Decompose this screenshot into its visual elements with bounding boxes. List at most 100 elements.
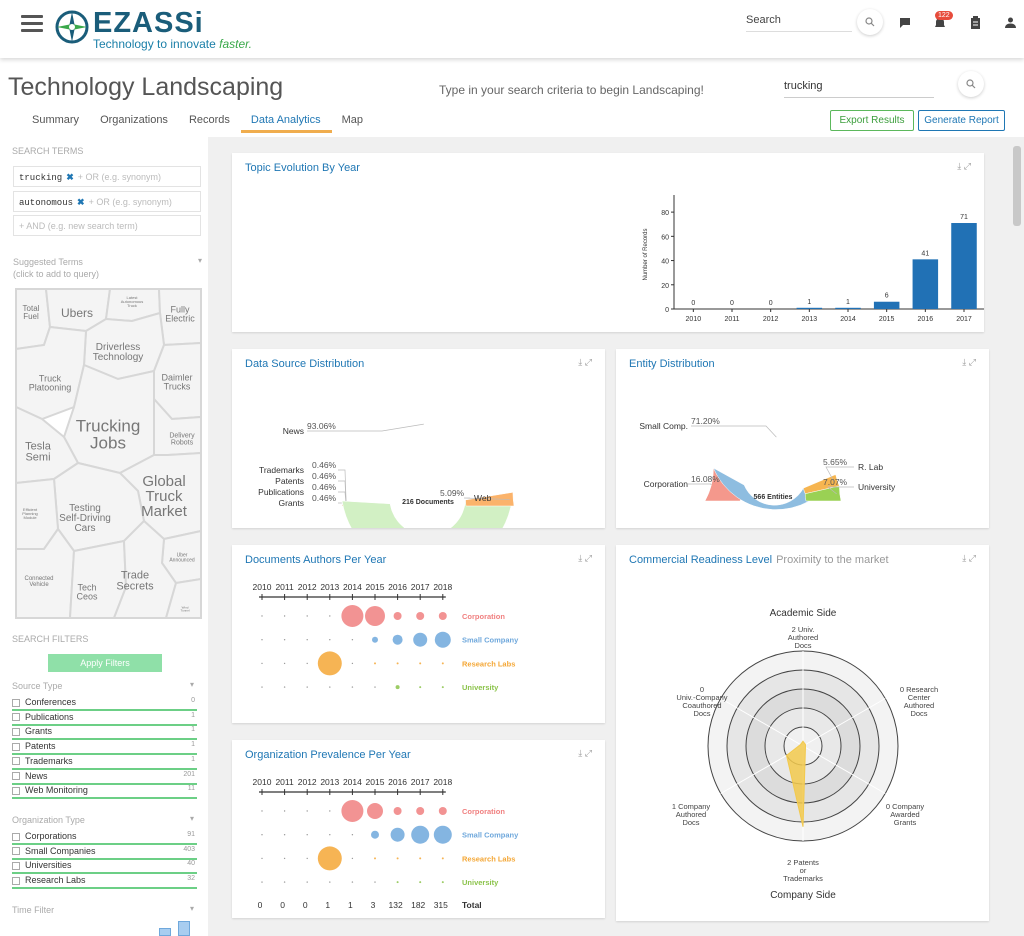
download-icon[interactable]: ⤓ (957, 161, 962, 171)
suggested-term-label[interactable]: Trade Secrets (116, 570, 154, 593)
filter-row[interactable]: Patents 1 (12, 741, 197, 756)
user-icon[interactable] (1005, 17, 1016, 28)
bubble[interactable] (396, 881, 399, 884)
suggested-term-label[interactable]: Daimler Trucks (161, 373, 192, 392)
suggested-term-label[interactable]: Trucking Jobs (76, 417, 141, 453)
filter-row[interactable]: Corporations 91 (12, 831, 197, 845)
bar[interactable] (873, 301, 900, 309)
bubble[interactable] (396, 857, 399, 860)
bubble[interactable] (392, 634, 403, 645)
suggested-term-label[interactable]: Delivery Robots (169, 433, 195, 447)
suggested-term-label[interactable]: Fully Electric (165, 305, 195, 324)
download-icon[interactable]: ⤓ (578, 357, 583, 367)
bar[interactable] (796, 307, 823, 309)
tab-records[interactable]: Records (188, 114, 230, 126)
bubble[interactable] (411, 825, 430, 844)
bar[interactable] (912, 259, 939, 309)
bubble[interactable] (393, 807, 402, 815)
chevron-down-icon[interactable]: ▾ (190, 814, 195, 823)
checkbox[interactable] (12, 876, 20, 885)
checkbox[interactable] (12, 832, 20, 841)
checkbox[interactable] (12, 742, 20, 751)
checkbox[interactable] (12, 757, 20, 766)
clipboard-icon[interactable] (970, 16, 981, 29)
export-results-button[interactable]: Export Results (830, 110, 914, 131)
landscape-search-button[interactable] (958, 71, 984, 97)
tab-data-analytics[interactable]: Data Analytics (240, 114, 332, 133)
time-filter-bar[interactable] (159, 928, 171, 936)
suggested-term-label[interactable]: Driverless Technology (93, 342, 144, 363)
bubble[interactable] (317, 846, 342, 871)
bubble[interactable] (395, 685, 400, 690)
chevron-down-icon[interactable]: ▾ (198, 256, 203, 265)
expand-icon[interactable]: ⤢ (584, 553, 592, 563)
filter-row[interactable]: Universities 40 (12, 860, 197, 875)
suggested-term-label[interactable]: Ubers (61, 306, 93, 320)
filter-row[interactable]: Conferences 0 (12, 697, 197, 711)
or-synonym-input[interactable]: + OR (e.g. synonym) (88, 197, 172, 207)
suggested-term-label[interactable]: Latest Autonomous Truck (121, 295, 143, 308)
search-button[interactable] (857, 9, 883, 35)
checkbox[interactable] (12, 728, 20, 737)
suggested-term-cell[interactable] (164, 577, 202, 619)
landscape-query-input[interactable]: trucking (784, 78, 934, 98)
bubble[interactable] (365, 606, 385, 626)
suggested-term-label[interactable]: Truck Platooning (29, 374, 72, 393)
bubble[interactable] (419, 662, 422, 665)
bar[interactable] (835, 307, 861, 309)
expand-icon[interactable]: ⤢ (963, 161, 971, 171)
and-term-input[interactable]: + AND (e.g. new search term) (13, 215, 201, 236)
bubble[interactable] (396, 662, 399, 665)
filter-row[interactable]: Small Companies 403 (12, 846, 197, 860)
expand-icon[interactable]: ⤢ (968, 553, 976, 563)
generate-report-button[interactable]: Generate Report (918, 110, 1005, 131)
bubble[interactable] (413, 632, 428, 647)
checkbox[interactable] (12, 862, 20, 871)
or-synonym-input[interactable]: + OR (e.g. synonym) (77, 172, 162, 182)
bubble[interactable] (393, 612, 402, 620)
menu-icon[interactable] (21, 15, 43, 33)
expand-icon[interactable]: ⤢ (584, 357, 592, 367)
tab-map[interactable]: Map (341, 114, 364, 126)
suggested-term-label[interactable]: Connected Vehicle (24, 576, 53, 588)
expand-icon[interactable]: ⤢ (584, 748, 592, 758)
remove-term-icon[interactable]: ✖ (77, 197, 85, 207)
checkbox[interactable] (12, 772, 20, 781)
filter-row[interactable]: Grants 1 (12, 726, 197, 741)
bubble[interactable] (441, 686, 444, 689)
checkbox[interactable] (12, 713, 20, 722)
chevron-down-icon[interactable]: ▾ (190, 680, 195, 689)
suggested-term-label[interactable]: Wind Tunnel (180, 606, 189, 613)
search-term-row[interactable]: trucking ✖ + OR (e.g. synonym) (13, 166, 201, 187)
bar[interactable] (951, 223, 977, 309)
bubble[interactable] (433, 825, 452, 844)
bubble[interactable] (317, 651, 342, 676)
bubble[interactable] (434, 631, 451, 648)
filter-row[interactable]: Research Labs 32 (12, 875, 197, 890)
tab-summary[interactable]: Summary (32, 114, 80, 126)
search-term-row[interactable]: autonomous ✖ + OR (e.g. synonym) (13, 191, 201, 212)
checkbox[interactable] (12, 786, 20, 795)
tab-organizations[interactable]: Organizations (100, 114, 168, 126)
pie-slice[interactable] (804, 485, 842, 502)
time-filter-bar[interactable] (178, 921, 190, 936)
bubble[interactable] (416, 612, 425, 620)
suggested-term-label[interactable]: Uber Announced (169, 553, 195, 564)
bubble[interactable] (419, 686, 422, 689)
remove-term-icon[interactable]: ✖ (66, 172, 74, 182)
bubble[interactable] (371, 830, 379, 839)
bubble[interactable] (374, 857, 376, 860)
checkbox[interactable] (12, 698, 20, 707)
bubble[interactable] (341, 800, 364, 822)
filter-row[interactable]: News 201 (12, 771, 197, 785)
apply-filters-button[interactable]: Apply Filters (48, 654, 162, 672)
bubble[interactable] (416, 807, 425, 815)
global-search-input[interactable]: Search (746, 14, 852, 32)
download-icon[interactable]: ⤓ (578, 553, 583, 563)
suggested-term-label[interactable]: Global Truck Market (141, 473, 188, 520)
chat-icon[interactable] (899, 17, 911, 29)
bubble[interactable] (341, 605, 364, 627)
suggested-term-label[interactable]: Tesla Semi (25, 441, 52, 464)
bell-icon[interactable] (934, 17, 946, 29)
expand-icon[interactable]: ⤢ (968, 357, 976, 367)
